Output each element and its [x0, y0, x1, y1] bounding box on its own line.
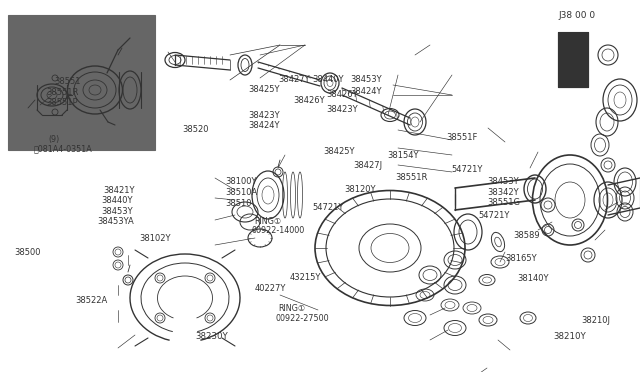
Text: 38453Y: 38453Y: [101, 207, 132, 216]
Text: 40227Y: 40227Y: [255, 284, 286, 293]
Text: 38426Y: 38426Y: [293, 96, 324, 105]
Text: 38551R: 38551R: [46, 88, 79, 97]
Text: 38421Y: 38421Y: [104, 186, 135, 195]
Text: 38154Y: 38154Y: [387, 151, 419, 160]
Text: 38510: 38510: [225, 199, 252, 208]
Text: 38427Y: 38427Y: [278, 76, 310, 84]
Text: 38424Y: 38424Y: [351, 87, 382, 96]
Text: 38423Y: 38423Y: [248, 111, 280, 120]
Text: 38510A: 38510A: [225, 188, 257, 197]
Text: 38424Y: 38424Y: [248, 121, 280, 130]
Text: 54721Y: 54721Y: [451, 165, 483, 174]
Text: 38551: 38551: [54, 77, 81, 86]
Text: 38423Y: 38423Y: [326, 105, 358, 114]
Text: 38453Y: 38453Y: [488, 177, 519, 186]
Text: 54721Y: 54721Y: [479, 211, 510, 219]
Text: 00922-14000: 00922-14000: [252, 226, 305, 235]
Text: RING①: RING①: [255, 217, 282, 226]
Text: 38551R: 38551R: [396, 173, 428, 182]
Text: 38425Y: 38425Y: [323, 147, 355, 156]
Text: 38165Y: 38165Y: [506, 254, 537, 263]
Text: Ⓑ081A4-0351A: Ⓑ081A4-0351A: [33, 144, 92, 153]
Text: J38 00 0: J38 00 0: [558, 11, 595, 20]
Text: 38140Y: 38140Y: [517, 274, 548, 283]
Text: 38522A: 38522A: [76, 296, 108, 305]
Text: 38453YA: 38453YA: [97, 217, 134, 226]
Text: 38551F: 38551F: [447, 133, 478, 142]
Text: 38520: 38520: [182, 125, 209, 134]
Text: 38453Y: 38453Y: [351, 76, 382, 84]
Text: 38100Y: 38100Y: [225, 177, 257, 186]
Text: (9): (9): [48, 135, 60, 144]
Text: 38102Y: 38102Y: [140, 234, 171, 243]
Text: 38120Y: 38120Y: [344, 185, 376, 194]
Text: 38440Y: 38440Y: [312, 76, 344, 84]
Text: 38210Y: 38210Y: [554, 332, 586, 341]
Text: 38427J: 38427J: [353, 161, 383, 170]
Text: 43215Y: 43215Y: [289, 273, 321, 282]
Text: 38210J: 38210J: [581, 316, 610, 325]
Text: 54721Y: 54721Y: [312, 203, 344, 212]
Text: 38440Y: 38440Y: [101, 196, 132, 205]
Text: 38230Y: 38230Y: [195, 332, 228, 341]
Text: 38342Y: 38342Y: [488, 188, 519, 197]
Text: 38589: 38589: [513, 231, 540, 240]
Text: 38425Y: 38425Y: [248, 85, 280, 94]
Text: 38500: 38500: [14, 248, 40, 257]
Text: RING①: RING①: [278, 304, 305, 312]
Text: 38551G: 38551G: [488, 198, 521, 207]
Text: 38551P: 38551P: [46, 98, 77, 107]
Bar: [558, 32, 588, 87]
Text: 00922-27500: 00922-27500: [275, 314, 329, 323]
Bar: [8, 15, 155, 150]
Text: 38426Y: 38426Y: [326, 90, 358, 99]
